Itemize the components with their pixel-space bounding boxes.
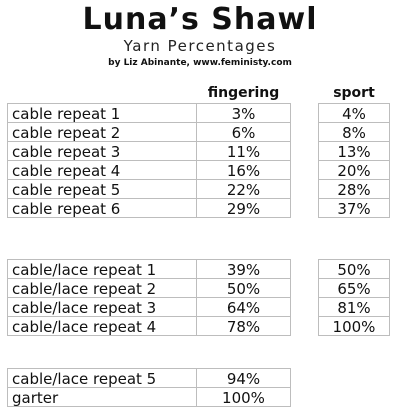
- table-row: cable/lace repeat 2 50% 65%: [0, 278, 400, 298]
- fingering-value: 78%: [196, 316, 291, 336]
- fingering-value: 6%: [196, 122, 291, 142]
- fingering-value: 29%: [196, 198, 291, 218]
- row-label: cable repeat 6: [7, 198, 197, 218]
- table-row: cable repeat 3 11% 13%: [0, 141, 400, 161]
- sport-value: 4%: [318, 103, 390, 123]
- table-row: cable/lace repeat 3 64% 81%: [0, 297, 400, 317]
- page-title: Luna’s Shawl: [82, 2, 318, 37]
- row-label: cable/lace repeat 4: [7, 316, 197, 336]
- column-header-sport: sport: [333, 85, 375, 101]
- fingering-value: 3%: [196, 103, 291, 123]
- fingering-value: 50%: [196, 278, 291, 298]
- row-label: cable/lace repeat 5: [7, 368, 197, 388]
- sport-value: 8%: [318, 122, 390, 142]
- table-row: garter 100%: [0, 387, 400, 407]
- byline: by Liz Abinante, www.feministy.com: [108, 58, 292, 68]
- fingering-value: 94%: [196, 368, 291, 388]
- row-label: cable repeat 1: [7, 103, 197, 123]
- sport-value: 37%: [318, 198, 390, 218]
- table-row: cable repeat 6 29% 37%: [0, 198, 400, 218]
- page-subtitle: Yarn Percentages: [123, 37, 277, 55]
- row-label: cable/lace repeat 1: [7, 259, 197, 279]
- row-label: cable/lace repeat 2: [7, 278, 197, 298]
- sport-value: 100%: [318, 316, 390, 336]
- row-label: cable/lace repeat 3: [7, 297, 197, 317]
- sport-value: 65%: [318, 278, 390, 298]
- table-row: cable repeat 5 22% 28%: [0, 179, 400, 199]
- table-row: cable repeat 1 3% 4%: [0, 103, 400, 123]
- table-row: cable/lace repeat 4 78% 100%: [0, 316, 400, 336]
- sport-value: 50%: [318, 259, 390, 279]
- table-row: cable/lace repeat 5 94%: [0, 368, 400, 388]
- fingering-value: 22%: [196, 179, 291, 199]
- table-row: cable/lace repeat 1 39% 50%: [0, 259, 400, 279]
- sport-value: 20%: [318, 160, 390, 180]
- row-label: cable repeat 3: [7, 141, 197, 161]
- row-label: cable repeat 5: [7, 179, 197, 199]
- fingering-value: 16%: [196, 160, 291, 180]
- row-label: cable repeat 4: [7, 160, 197, 180]
- sport-value: 81%: [318, 297, 390, 317]
- sport-value: 28%: [318, 179, 390, 199]
- fingering-value: 39%: [196, 259, 291, 279]
- fingering-value: 100%: [196, 387, 291, 407]
- row-label: cable repeat 2: [7, 122, 197, 142]
- row-label: garter: [7, 387, 197, 407]
- table-row: cable repeat 4 16% 20%: [0, 160, 400, 180]
- sport-value: 13%: [318, 141, 390, 161]
- fingering-value: 64%: [196, 297, 291, 317]
- table-row: cable repeat 2 6% 8%: [0, 122, 400, 142]
- column-header-fingering: fingering: [207, 85, 280, 101]
- fingering-value: 11%: [196, 141, 291, 161]
